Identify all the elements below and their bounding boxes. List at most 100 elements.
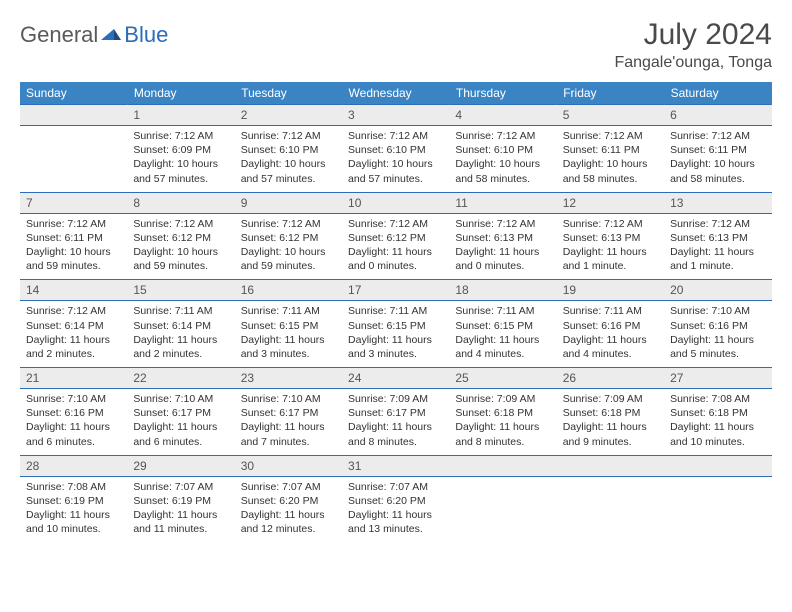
- day-content-cell: Sunrise: 7:12 AMSunset: 6:12 PMDaylight:…: [127, 213, 234, 280]
- day-content-cell: Sunrise: 7:12 AMSunset: 6:11 PMDaylight:…: [557, 126, 664, 193]
- day-content-cell: Sunrise: 7:11 AMSunset: 6:15 PMDaylight:…: [449, 301, 556, 368]
- header: General Blue July 2024 Fangale'ounga, To…: [20, 18, 772, 72]
- sunset-line: Sunset: 6:17 PM: [241, 406, 336, 420]
- day-number: 2: [235, 105, 342, 125]
- day-number-cell: 2: [235, 105, 342, 126]
- daylight-line: Daylight: 11 hours and 8 minutes.: [455, 420, 550, 448]
- day-number: 18: [449, 280, 556, 300]
- daylight-line: Daylight: 11 hours and 4 minutes.: [455, 333, 550, 361]
- sunset-line: Sunset: 6:18 PM: [455, 406, 550, 420]
- day-number-cell: [557, 455, 664, 476]
- day-number-cell: 4: [449, 105, 556, 126]
- sunrise-line: Sunrise: 7:09 AM: [563, 392, 658, 406]
- day-content-cell: [449, 476, 556, 542]
- sunset-line: Sunset: 6:11 PM: [670, 143, 765, 157]
- day-number: 7: [20, 193, 127, 213]
- day-number-cell: [664, 455, 771, 476]
- sunset-line: Sunset: 6:15 PM: [348, 319, 443, 333]
- day-number: 3: [342, 105, 449, 125]
- sunrise-line: Sunrise: 7:12 AM: [26, 217, 121, 231]
- day-content-cell: Sunrise: 7:10 AMSunset: 6:17 PMDaylight:…: [127, 389, 234, 456]
- daylight-line: Daylight: 10 hours and 59 minutes.: [133, 245, 228, 273]
- day-number: 5: [557, 105, 664, 125]
- day-number-cell: [20, 105, 127, 126]
- day-content: [664, 477, 771, 533]
- day-content: Sunrise: 7:12 AMSunset: 6:12 PMDaylight:…: [127, 214, 234, 280]
- daylight-line: Daylight: 11 hours and 3 minutes.: [348, 333, 443, 361]
- daylight-line: Daylight: 10 hours and 59 minutes.: [241, 245, 336, 273]
- weekday-header: Monday: [127, 82, 234, 105]
- day-number-cell: 6: [664, 105, 771, 126]
- day-content: Sunrise: 7:10 AMSunset: 6:17 PMDaylight:…: [127, 389, 234, 455]
- daylight-line: Daylight: 11 hours and 0 minutes.: [348, 245, 443, 273]
- day-number-cell: 30: [235, 455, 342, 476]
- sunrise-line: Sunrise: 7:12 AM: [241, 129, 336, 143]
- day-content-cell: [557, 476, 664, 542]
- day-number-cell: 29: [127, 455, 234, 476]
- day-number-cell: 12: [557, 192, 664, 213]
- sunrise-line: Sunrise: 7:12 AM: [670, 217, 765, 231]
- day-number-cell: 20: [664, 280, 771, 301]
- day-number: 14: [20, 280, 127, 300]
- daylight-line: Daylight: 11 hours and 13 minutes.: [348, 508, 443, 536]
- day-content: Sunrise: 7:12 AMSunset: 6:10 PMDaylight:…: [235, 126, 342, 192]
- month-title: July 2024: [614, 18, 772, 52]
- day-content: [20, 126, 127, 182]
- day-content-cell: Sunrise: 7:11 AMSunset: 6:15 PMDaylight:…: [235, 301, 342, 368]
- daylight-line: Daylight: 10 hours and 58 minutes.: [563, 157, 658, 185]
- day-number: 4: [449, 105, 556, 125]
- day-number: 21: [20, 368, 127, 388]
- day-content-cell: Sunrise: 7:12 AMSunset: 6:12 PMDaylight:…: [235, 213, 342, 280]
- weekday-header: Tuesday: [235, 82, 342, 105]
- day-number-cell: 9: [235, 192, 342, 213]
- day-number-cell: 5: [557, 105, 664, 126]
- daylight-line: Daylight: 10 hours and 59 minutes.: [26, 245, 121, 273]
- day-number: 6: [664, 105, 771, 125]
- day-content-cell: Sunrise: 7:12 AMSunset: 6:13 PMDaylight:…: [664, 213, 771, 280]
- day-number: 27: [664, 368, 771, 388]
- day-number: 19: [557, 280, 664, 300]
- logo-text-general: General: [20, 22, 98, 48]
- day-number: 20: [664, 280, 771, 300]
- sunset-line: Sunset: 6:20 PM: [241, 494, 336, 508]
- weekday-header: Friday: [557, 82, 664, 105]
- day-content: Sunrise: 7:10 AMSunset: 6:16 PMDaylight:…: [664, 301, 771, 367]
- day-number: 13: [664, 193, 771, 213]
- weekday-header-row: Sunday Monday Tuesday Wednesday Thursday…: [20, 82, 772, 105]
- sunset-line: Sunset: 6:16 PM: [26, 406, 121, 420]
- day-content: [557, 477, 664, 533]
- day-content: Sunrise: 7:12 AMSunset: 6:13 PMDaylight:…: [664, 214, 771, 280]
- day-content-cell: Sunrise: 7:12 AMSunset: 6:10 PMDaylight:…: [449, 126, 556, 193]
- daylight-line: Daylight: 11 hours and 6 minutes.: [26, 420, 121, 448]
- day-content: Sunrise: 7:10 AMSunset: 6:17 PMDaylight:…: [235, 389, 342, 455]
- day-content: Sunrise: 7:12 AMSunset: 6:13 PMDaylight:…: [449, 214, 556, 280]
- sunset-line: Sunset: 6:18 PM: [563, 406, 658, 420]
- day-number-cell: 7: [20, 192, 127, 213]
- day-content-cell: Sunrise: 7:09 AMSunset: 6:18 PMDaylight:…: [449, 389, 556, 456]
- daylight-line: Daylight: 10 hours and 57 minutes.: [241, 157, 336, 185]
- title-block: July 2024 Fangale'ounga, Tonga: [614, 18, 772, 72]
- weekday-header: Saturday: [664, 82, 771, 105]
- day-number: 30: [235, 456, 342, 476]
- sunset-line: Sunset: 6:15 PM: [241, 319, 336, 333]
- sunrise-line: Sunrise: 7:09 AM: [348, 392, 443, 406]
- day-number: [449, 456, 556, 462]
- sunrise-line: Sunrise: 7:11 AM: [348, 304, 443, 318]
- day-content: [449, 477, 556, 533]
- day-content: Sunrise: 7:12 AMSunset: 6:14 PMDaylight:…: [20, 301, 127, 367]
- sunrise-line: Sunrise: 7:11 AM: [455, 304, 550, 318]
- sunset-line: Sunset: 6:19 PM: [26, 494, 121, 508]
- sunrise-line: Sunrise: 7:12 AM: [133, 129, 228, 143]
- sunrise-line: Sunrise: 7:07 AM: [241, 480, 336, 494]
- daylight-line: Daylight: 11 hours and 1 minute.: [670, 245, 765, 273]
- day-number-cell: 27: [664, 368, 771, 389]
- daylight-line: Daylight: 11 hours and 10 minutes.: [26, 508, 121, 536]
- day-content: Sunrise: 7:12 AMSunset: 6:11 PMDaylight:…: [664, 126, 771, 192]
- day-content: Sunrise: 7:11 AMSunset: 6:15 PMDaylight:…: [449, 301, 556, 367]
- day-content-cell: Sunrise: 7:09 AMSunset: 6:18 PMDaylight:…: [557, 389, 664, 456]
- calendar-table: Sunday Monday Tuesday Wednesday Thursday…: [20, 82, 772, 542]
- day-content-cell: Sunrise: 7:12 AMSunset: 6:10 PMDaylight:…: [342, 126, 449, 193]
- sunset-line: Sunset: 6:19 PM: [133, 494, 228, 508]
- sunset-line: Sunset: 6:15 PM: [455, 319, 550, 333]
- day-number: 29: [127, 456, 234, 476]
